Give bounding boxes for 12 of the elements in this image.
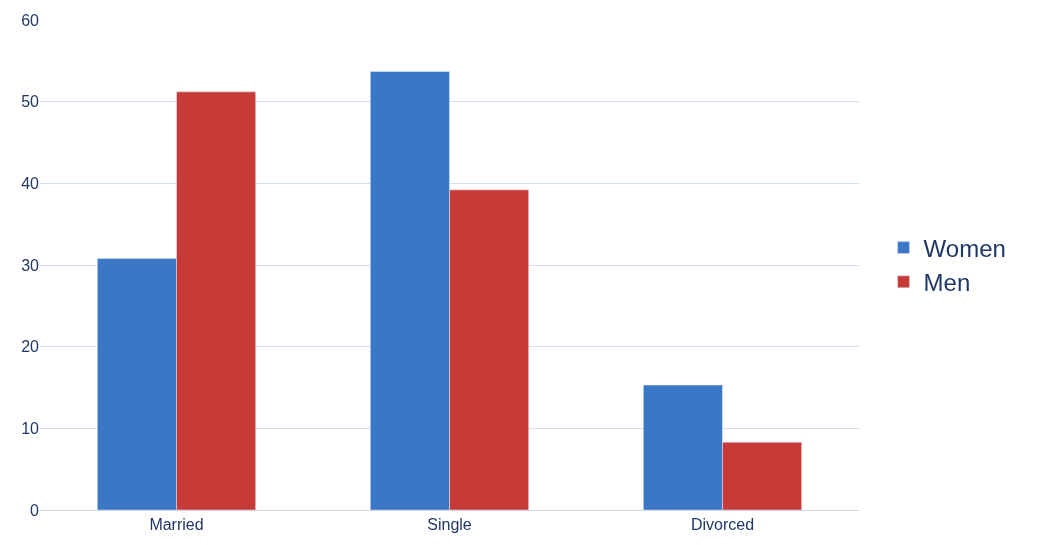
y-tick-label: 50 [21, 93, 40, 111]
x-tick-label: Divorced [690, 516, 755, 534]
legend-label: Men [923, 269, 971, 297]
y-tick-label: 10 [21, 419, 40, 437]
y-tick-label: 30 [21, 256, 40, 274]
y-tick-label: 60 [21, 11, 40, 29]
y-tick-label: 0 [30, 501, 40, 519]
legend-label: Women [923, 234, 1006, 262]
x-tick-label: Married [149, 516, 204, 534]
y-tick-label: 40 [21, 174, 40, 192]
x-tick-label: Single [427, 516, 472, 534]
y-tick-label: 20 [21, 338, 40, 356]
